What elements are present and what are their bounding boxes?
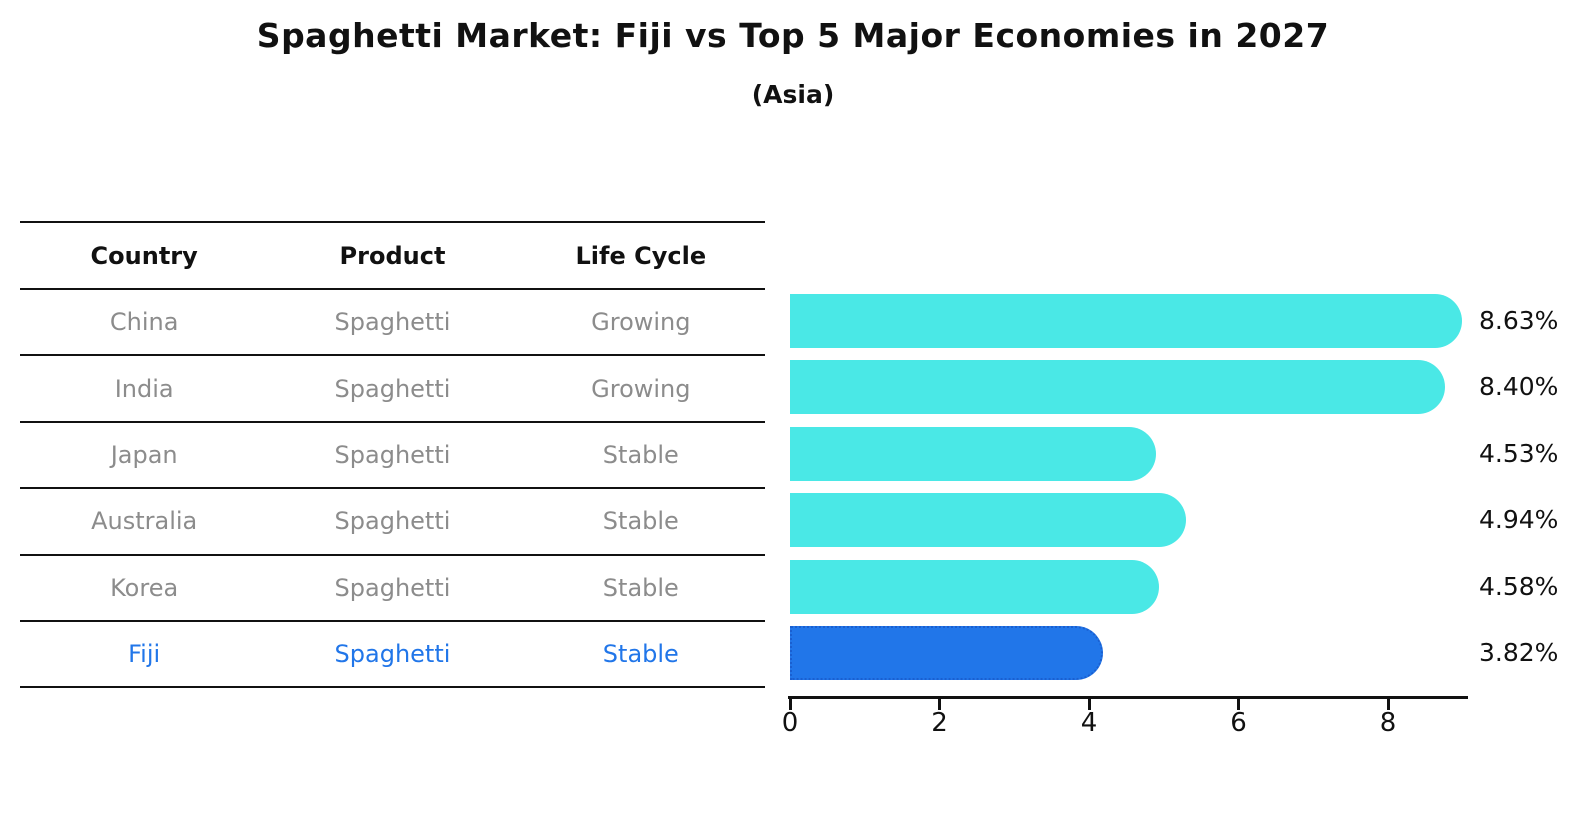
table-cell-lifecycle: Stable [602,507,679,536]
table-row: Korea Spaghetti Stable [20,553,765,620]
chart-subtitle: (Asia) [751,80,835,109]
chart-title: Spaghetti Market: Fiji vs Top 5 Major Ec… [256,16,1330,55]
table-cell-lifecycle: Stable [602,640,679,669]
table-header-row: Country Product Life Cycle [20,221,765,288]
bar-fiji [790,626,1103,680]
table-cell-country: Japan [110,440,178,469]
table-body: China Spaghetti Growing India Spaghetti … [20,288,765,686]
bar-japan [790,426,1156,481]
table-cell-lifecycle: Growing [591,308,691,337]
table-cell-country: Korea [110,573,179,602]
table-row: China Spaghetti Growing [20,288,765,354]
x-axis-tick [788,699,792,710]
x-axis-tick [1237,699,1240,710]
table-cell-country: China [109,308,179,337]
bar-value-label: 3.82% [1479,638,1559,667]
bar-india [790,360,1445,415]
table-cell-country: India [114,374,174,403]
table-cell-lifecycle: Stable [602,440,679,469]
bar-australia [790,493,1187,548]
table-cell-lifecycle: Growing [591,374,691,403]
table-row: Japan Spaghetti Stable [20,420,765,487]
bar-value-label: 8.40% [1479,372,1559,402]
x-tick-label: 8 [1379,708,1397,738]
bar-china [790,294,1463,348]
x-axis-tick [1087,699,1091,710]
table-cell-product: Spaghetti [334,374,451,403]
table-cell-lifecycle: Stable [602,573,679,602]
x-tick-label: 6 [1230,708,1247,738]
table-cell-product: Spaghetti [334,573,451,602]
table-cell-country: Australia [91,507,198,536]
x-axis-line [788,696,1468,699]
x-tick-label: 4 [1080,708,1098,738]
column-header-product: Product [339,241,446,270]
x-tick-label: 2 [931,708,948,738]
bar-korea [790,559,1160,614]
x-tick-label: 0 [781,708,799,738]
x-axis-tick [1386,699,1390,710]
x-axis-tick [938,699,941,710]
table-cell-country: Fiji [128,640,161,669]
bar-value-label: 4.58% [1479,571,1559,601]
bar-value-label: 4.94% [1479,505,1559,535]
table-row: Australia Spaghetti Stable [20,487,765,553]
table-row: India Spaghetti Growing [20,354,765,420]
table-cell-product: Spaghetti [334,507,451,536]
table-cell-product: Spaghetti [334,640,451,669]
bar-value-label: 8.63% [1479,306,1559,335]
column-header-country: Country [90,241,198,270]
bar-value-label: 4.53% [1479,438,1559,468]
country-table: Country Product Life Cycle China Spaghet… [20,221,765,689]
table-row: Fiji Spaghetti Stable [20,619,765,686]
column-header-lifecycle: Life Cycle [575,241,707,270]
table-cell-product: Spaghetti [334,308,451,337]
table-cell-product: Spaghetti [334,440,451,469]
